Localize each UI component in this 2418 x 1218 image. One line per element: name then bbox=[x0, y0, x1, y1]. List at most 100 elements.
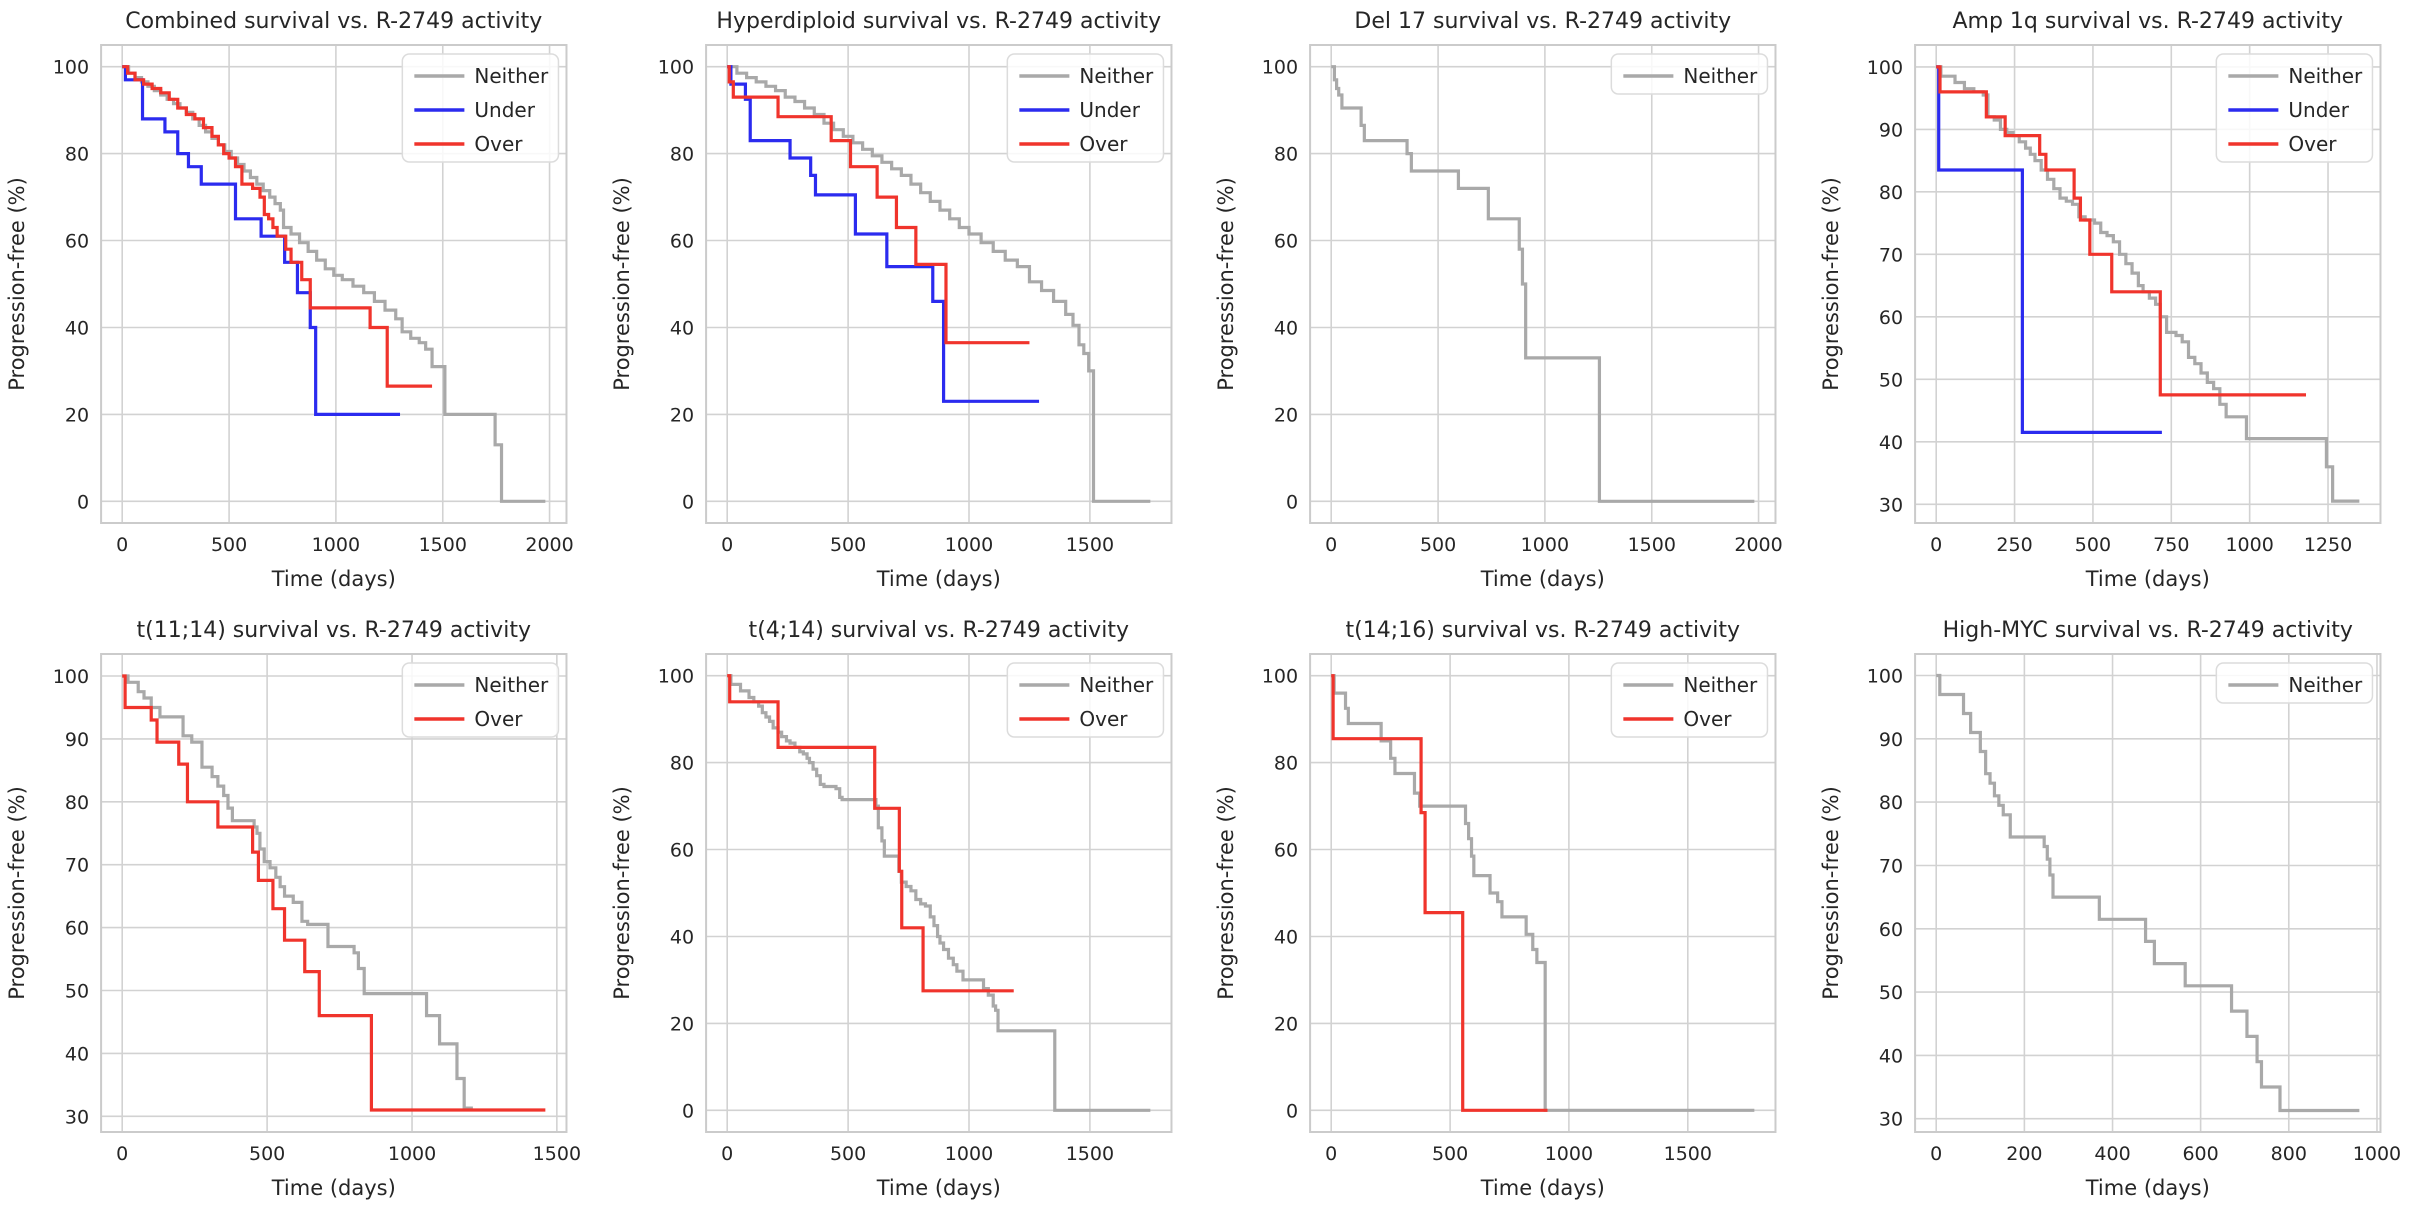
x-axis-label: Time (days) bbox=[2084, 567, 2209, 591]
subplot-hyperdiploid-svg: 0 500 1000 1500 0 20 40 60 80 100 Hyperdiploid sur… bbox=[610, 9, 1172, 591]
x-tick-label: 1000 bbox=[1545, 1143, 1593, 1165]
x-tick-label: 1000 bbox=[312, 534, 360, 556]
y-tick-label: 60 bbox=[1274, 231, 1298, 253]
y-axis-label: Progression-free (%) bbox=[5, 786, 29, 1000]
chart-title: Del 17 survival vs. R-2749 activity bbox=[1354, 9, 1731, 34]
y-tick-label: 40 bbox=[1274, 927, 1298, 949]
subplot-high-myc: 0 200 400 600 800 1000 30 40 50 60 70 80 90 100 High-M… bbox=[1814, 609, 2418, 1218]
legend: Neither Under Over bbox=[1006, 53, 1164, 163]
y-tick-label: 40 bbox=[1274, 318, 1298, 340]
legend: Neither Under Over bbox=[2215, 53, 2373, 163]
y-tick-label: 60 bbox=[1274, 840, 1298, 862]
legend-box bbox=[2215, 53, 2373, 163]
y-tick-label: 80 bbox=[1274, 753, 1298, 775]
y-tick-label: 40 bbox=[669, 318, 693, 340]
y-tick-label: 90 bbox=[1878, 119, 1902, 141]
subplot-t4-14: 0 500 1000 1500 0 20 40 60 80 100 t(4;14) survival… bbox=[605, 609, 1210, 1218]
y-tick-label: 40 bbox=[65, 1043, 89, 1065]
series-line-over bbox=[726, 65, 1029, 345]
subplot-high-myc-svg: 0 200 400 600 800 1000 30 40 50 60 70 80 90 100 High-M… bbox=[1819, 618, 2401, 1200]
x-tick-label: 0 bbox=[1325, 1143, 1337, 1165]
x-tick-label: 400 bbox=[2094, 1143, 2130, 1165]
series-line-over bbox=[726, 674, 1014, 993]
x-tick-label: 750 bbox=[2153, 534, 2189, 556]
series-line-under bbox=[726, 65, 1039, 403]
series-line-neither bbox=[726, 674, 1150, 1112]
legend: Neither bbox=[1610, 53, 1769, 95]
y-tick-label: 20 bbox=[1274, 1013, 1298, 1035]
series-line-neither bbox=[1331, 674, 1755, 1112]
y-tick-label: 40 bbox=[65, 318, 89, 340]
y-tick-label: 0 bbox=[1286, 491, 1298, 513]
subplot-t4-14-svg: 0 500 1000 1500 0 20 40 60 80 100 t(4;14) survival… bbox=[610, 618, 1172, 1200]
legend-label-neither: Neither bbox=[474, 64, 549, 88]
x-tick-label: 0 bbox=[1325, 534, 1337, 556]
chart-title: t(4;14) survival vs. R-2749 activity bbox=[748, 618, 1128, 643]
series-line-over bbox=[1331, 674, 1548, 1112]
y-tick-label: 60 bbox=[1878, 919, 1902, 941]
x-tick-label: 0 bbox=[1930, 1143, 1942, 1165]
chart-title: Amp 1q survival vs. R-2749 activity bbox=[1952, 9, 2343, 34]
legend-label-over: Over bbox=[2288, 132, 2337, 156]
legend-label-neither: Neither bbox=[1079, 673, 1154, 697]
chart-title: t(11;14) survival vs. R-2749 activity bbox=[137, 618, 531, 643]
series-line-neither bbox=[122, 65, 546, 503]
plot-border bbox=[1913, 44, 2381, 524]
y-tick-label: 60 bbox=[65, 918, 89, 940]
x-axis-label: Time (days) bbox=[1480, 1176, 1605, 1200]
series-line-over bbox=[122, 65, 433, 388]
subplot-hyperdiploid: 0 500 1000 1500 0 20 40 60 80 100 Hyperdiploid sur… bbox=[605, 0, 1210, 609]
subplot-del-17: 0 500 1000 1500 2000 0 20 40 60 80 100 Del 17 survi… bbox=[1209, 0, 1814, 609]
subplot-t11-14-svg: 0 500 1000 1500 30 40 50 60 70 80 90 100 t(11;14) su… bbox=[5, 618, 581, 1200]
legend-box bbox=[401, 53, 560, 163]
y-tick-label: 80 bbox=[669, 753, 693, 775]
series-line-neither bbox=[1935, 65, 2359, 503]
y-tick-label: 50 bbox=[1878, 982, 1902, 1004]
legend-label-over: Over bbox=[1683, 707, 1732, 731]
y-axis-label: Progression-free (%) bbox=[1819, 177, 1843, 391]
y-tick-label: 0 bbox=[681, 1100, 693, 1122]
y-tick-label: 0 bbox=[1286, 1100, 1298, 1122]
legend-label-neither: Neither bbox=[2288, 64, 2363, 88]
x-tick-label: 0 bbox=[1930, 534, 1942, 556]
subplot-t11-14: 0 500 1000 1500 30 40 50 60 70 80 90 100 t(11;14) su… bbox=[0, 609, 605, 1218]
y-tick-label: 70 bbox=[65, 855, 89, 877]
subplot-t14-16-svg: 0 500 1000 1500 0 20 40 60 80 100 t(14;16) surviva… bbox=[1214, 618, 1777, 1200]
y-tick-label: 70 bbox=[1878, 856, 1902, 878]
x-tick-label: 1500 bbox=[1628, 534, 1676, 556]
y-tick-label: 20 bbox=[65, 404, 89, 426]
x-axis-label: Time (days) bbox=[875, 1176, 1000, 1200]
x-tick-label: 1250 bbox=[2303, 534, 2351, 556]
series-line-under bbox=[1935, 65, 2162, 434]
legend-label-over: Over bbox=[1079, 132, 1128, 156]
legend-label-neither: Neither bbox=[474, 673, 549, 697]
x-tick-label: 1000 bbox=[944, 534, 992, 556]
y-axis-label: Progression-free (%) bbox=[610, 786, 634, 1000]
x-tick-label: 1000 bbox=[2225, 534, 2273, 556]
plot-border bbox=[1309, 653, 1777, 1133]
y-tick-label: 30 bbox=[1878, 1109, 1902, 1131]
x-tick-label: 0 bbox=[721, 1143, 733, 1165]
plot-border bbox=[1309, 44, 1777, 524]
plot-border bbox=[100, 653, 568, 1133]
x-tick-label: 500 bbox=[1432, 1143, 1468, 1165]
legend-box bbox=[1006, 53, 1164, 163]
x-axis-label: Time (days) bbox=[271, 1176, 396, 1200]
y-tick-label: 20 bbox=[669, 404, 693, 426]
y-axis-label: Progression-free (%) bbox=[1214, 786, 1238, 1000]
series-line-neither bbox=[122, 674, 473, 1110]
chart-title: Combined survival vs. R-2749 activity bbox=[125, 9, 542, 34]
y-tick-label: 40 bbox=[669, 927, 693, 949]
y-tick-label: 100 bbox=[1262, 666, 1298, 688]
x-tick-label: 1000 bbox=[944, 1143, 992, 1165]
y-tick-label: 80 bbox=[1878, 792, 1902, 814]
y-tick-label: 100 bbox=[1866, 666, 1902, 688]
x-tick-label: 500 bbox=[1420, 534, 1456, 556]
x-tick-label: 600 bbox=[2182, 1143, 2218, 1165]
y-tick-label: 0 bbox=[681, 491, 693, 513]
chart-title: Hyperdiploid survival vs. R-2749 activit… bbox=[716, 9, 1161, 34]
y-tick-label: 90 bbox=[1878, 729, 1902, 751]
x-tick-label: 0 bbox=[116, 534, 128, 556]
y-tick-label: 60 bbox=[1878, 307, 1902, 329]
legend-label-neither: Neither bbox=[1683, 673, 1758, 697]
